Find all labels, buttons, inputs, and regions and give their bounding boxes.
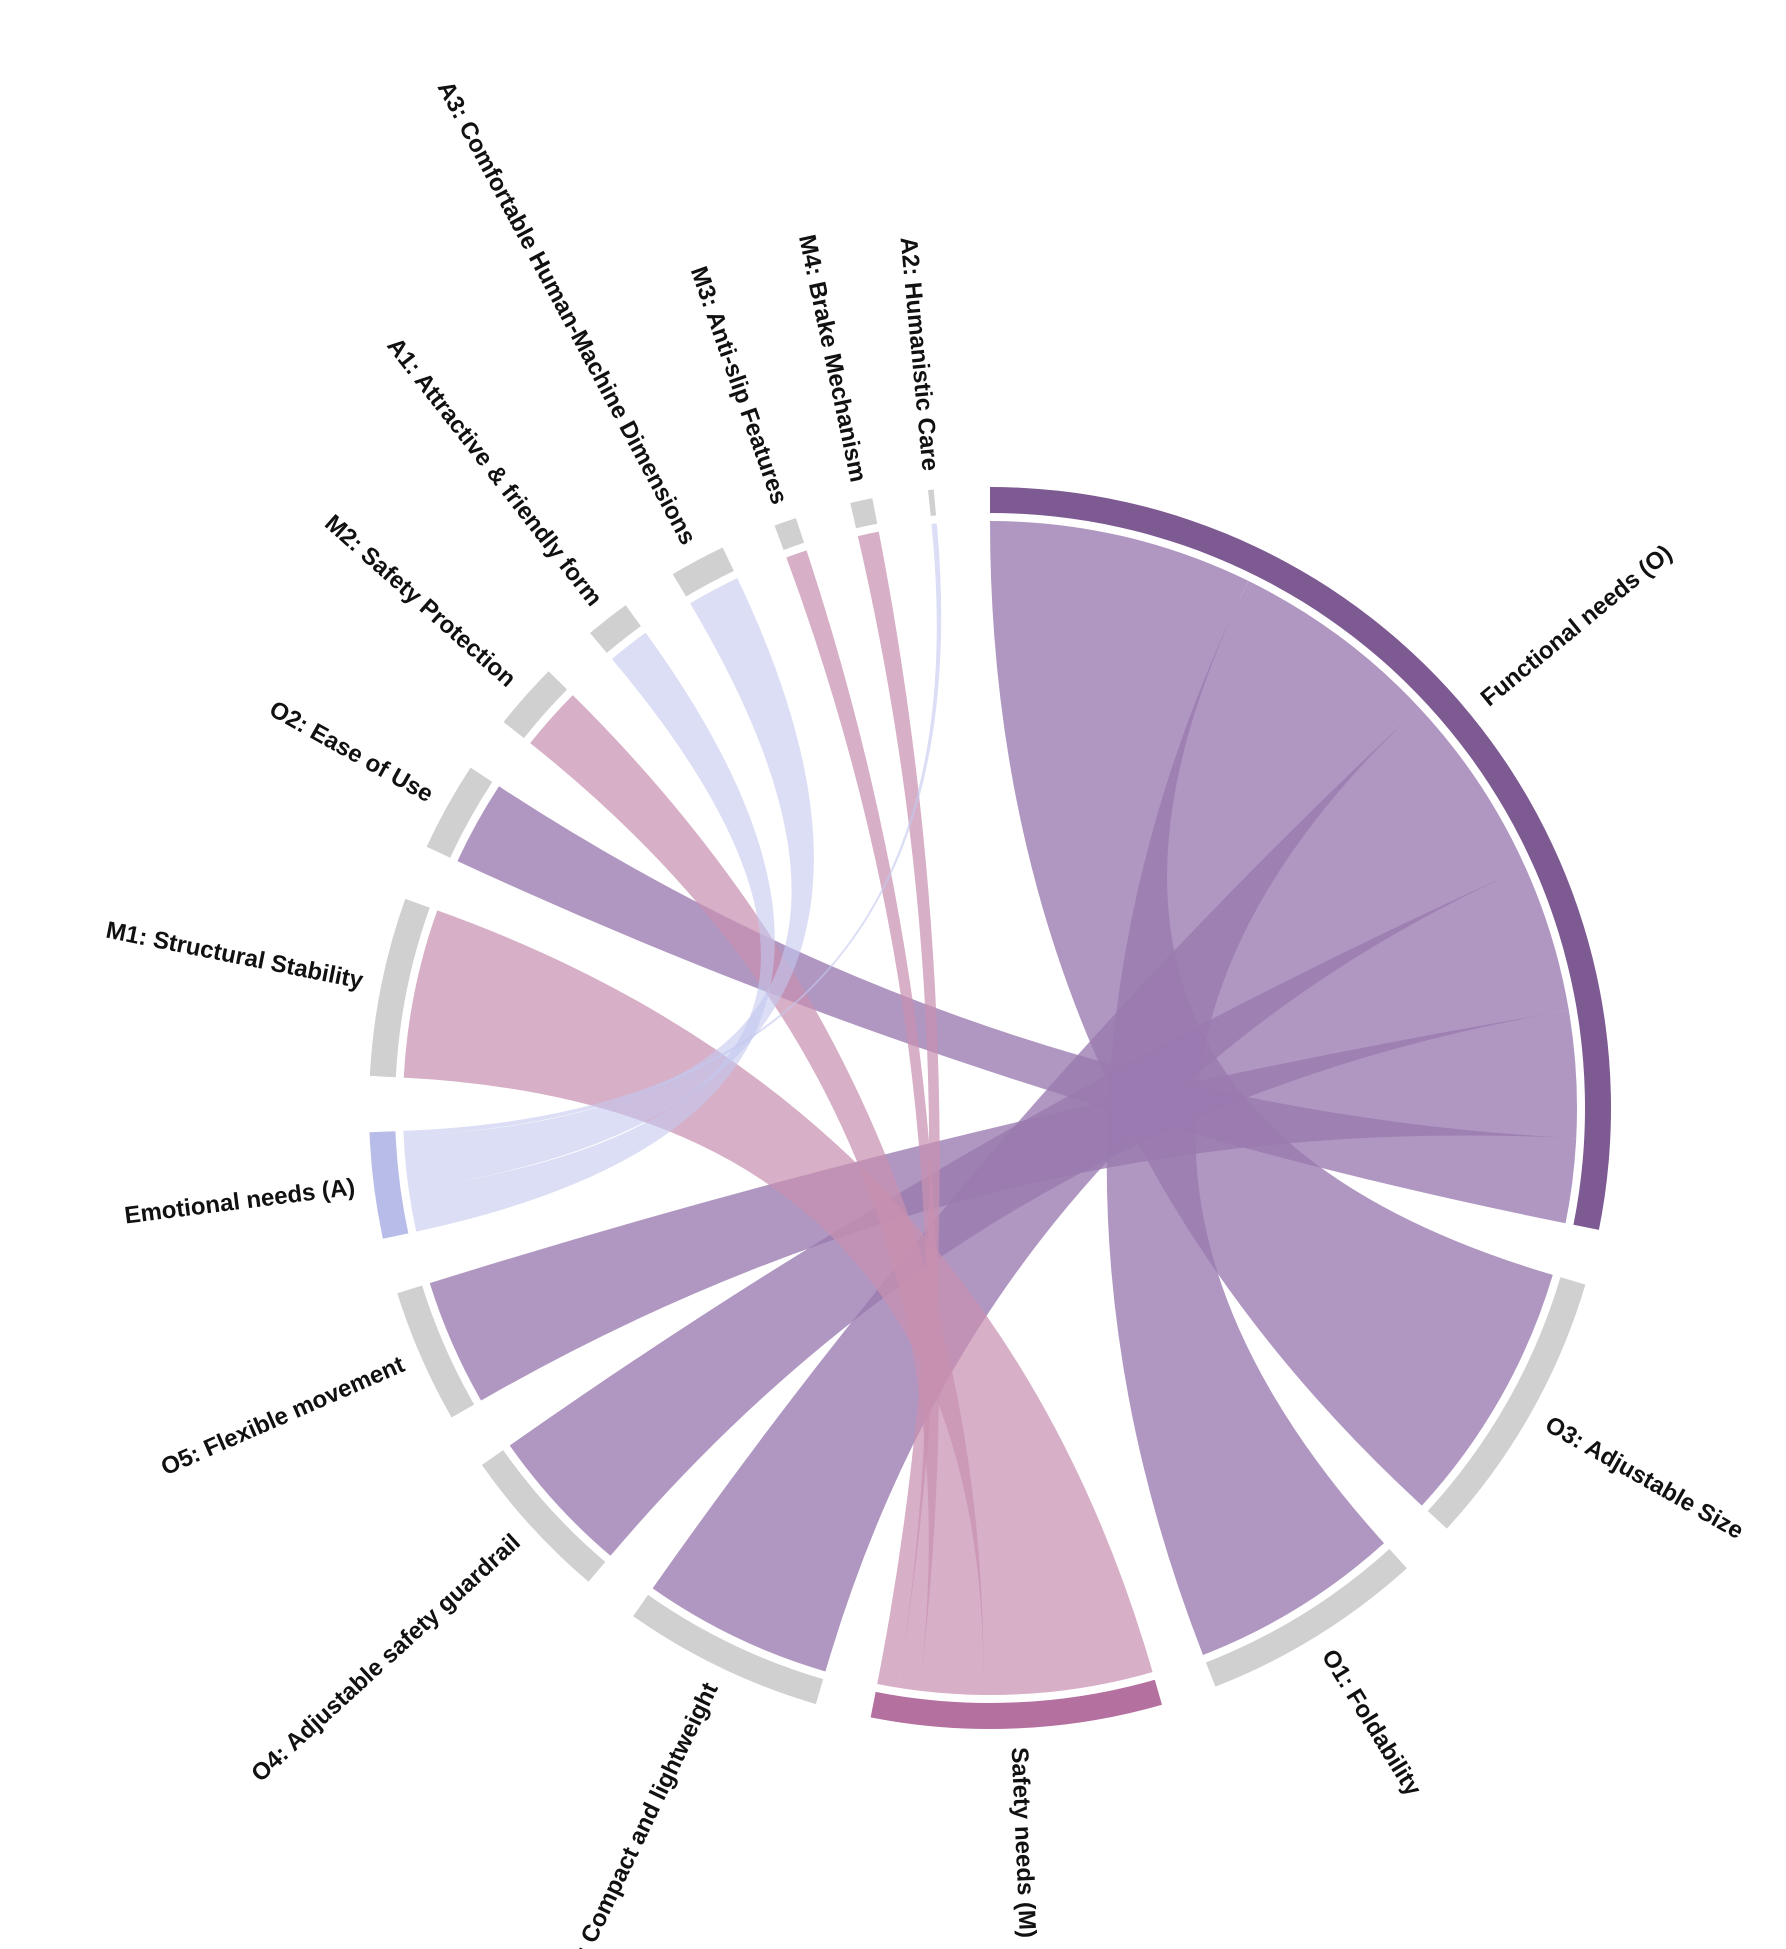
ribbon-m-m2 [530, 695, 984, 1695]
arc-m [870, 1679, 1162, 1729]
label-o6: O6: Compact and lightweight [556, 1678, 724, 1949]
arc-o4 [481, 1450, 606, 1582]
ribbon-m-m3 [786, 550, 940, 1691]
arc-m3 [774, 518, 805, 550]
chord-ribbons [403, 521, 1578, 1695]
arc-o6 [633, 1594, 824, 1705]
arc-o3 [1427, 1277, 1586, 1529]
label-a: Emotional needs (A) [123, 1174, 357, 1230]
label-m4: M4: Brake Mechanism [793, 232, 872, 484]
label-a3: A3: Comfortable Human-Machine Dimensions [432, 77, 701, 550]
label-m2: M2: Safety Protection [319, 510, 521, 693]
arc-o5 [397, 1285, 475, 1418]
label-m: Safety needs (M) [1006, 1747, 1041, 1939]
label-m1: M1: Structural Stability [104, 917, 366, 995]
label-o1: O1: Foldability [1316, 1645, 1427, 1802]
ribbon-o-o3 [990, 521, 1553, 1506]
ribbon-o-o6 [652, 707, 1526, 1672]
arc-a1 [589, 605, 641, 653]
ribbon-o-o2 [457, 786, 1577, 1224]
arc-o2 [426, 767, 493, 858]
arc-m2 [503, 671, 568, 739]
label-o5: O5: Flexible movement [157, 1351, 409, 1481]
label-a1: A1: Attractive & friendly form [381, 333, 607, 612]
label-o4: O4: Adjustable safety guardrail [246, 1529, 525, 1788]
label-o3: O3: Adjustable Size [1541, 1411, 1748, 1545]
ribbon-m-m1 [403, 910, 1153, 1695]
ribbon-m-m4 [857, 531, 940, 1688]
arc-a2 [928, 489, 937, 516]
label-a2: A2: Humanistic Care [894, 236, 943, 472]
arc-a [369, 1131, 409, 1239]
label-o2: O2: Ease of Use [265, 696, 438, 808]
arc-m4 [850, 498, 878, 529]
arc-a3 [672, 547, 734, 597]
arc-o1 [1205, 1549, 1407, 1687]
ribbon-o-o4 [509, 867, 1569, 1556]
label-o: Functional needs (O) [1476, 540, 1678, 712]
arc-m1 [369, 898, 430, 1078]
chord-arcs [369, 487, 1611, 1729]
label-m3: M3: Anti-slip Features [685, 263, 793, 508]
ribbon-o-o1 [1106, 580, 1420, 1655]
